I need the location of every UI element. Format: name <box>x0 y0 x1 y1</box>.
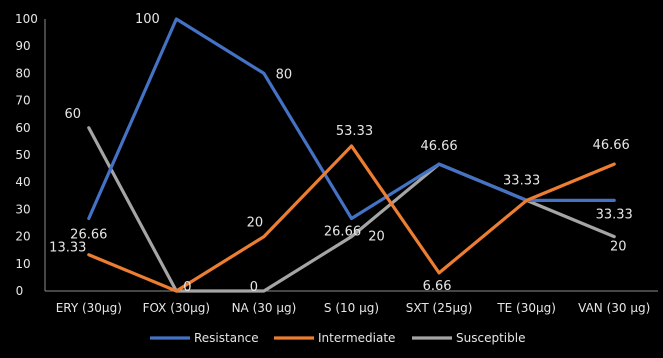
data-label-resistance: 26.66 <box>324 224 361 239</box>
y-tick-label: 60 <box>15 121 30 135</box>
data-label-resistance: 26.66 <box>70 227 107 242</box>
x-tick-label: FOX (30µg) <box>143 301 211 315</box>
y-tick-label: 20 <box>15 230 30 244</box>
data-label-resistance: 100 <box>135 12 160 27</box>
x-tick-label: S (10 µg) <box>324 301 379 315</box>
data-labels: 26.66 100 80 26.66 33.33 13.33 0 20 53.33 6.66 33.… <box>49 12 633 295</box>
series-line-intermediate <box>87 144 616 293</box>
data-label-susceptible: 60 <box>65 107 82 122</box>
x-tick-label: NA (30 µg) <box>232 301 297 315</box>
y-tick-label: 80 <box>15 66 30 80</box>
data-label-intermediate: 0 <box>183 280 191 295</box>
series-line-susceptible <box>87 126 616 293</box>
x-tick-label: VAN (30 µg) <box>578 301 650 315</box>
data-label-intermediate: 13.33 <box>49 241 86 256</box>
data-label-susceptible: 20 <box>610 240 627 255</box>
y-tick-label: 100 <box>15 12 38 26</box>
x-tick-label: SXT (25µg) <box>406 301 473 315</box>
data-label-intermediate: 46.66 <box>593 138 630 153</box>
data-label-intermediate: 33.33 <box>503 173 540 188</box>
y-tick-label: 50 <box>15 148 30 162</box>
y-tick-label: 90 <box>15 39 30 53</box>
legend-label-intermediate: Intermediate <box>318 331 395 345</box>
data-label-susceptible: 0 <box>250 280 258 295</box>
data-label-intermediate: 20 <box>247 216 264 231</box>
x-tick-label: TE (30µg) <box>496 301 556 315</box>
data-label-susceptible: 20 <box>368 230 385 245</box>
data-label-intermediate: 53.33 <box>336 124 373 139</box>
data-label-resistance: 80 <box>276 67 293 82</box>
legend: Resistance Intermediate Susceptible <box>150 331 525 345</box>
data-label-intermediate: 6.66 <box>423 279 452 294</box>
legend-label-susceptible: Susceptible <box>456 331 525 345</box>
series-lines <box>87 17 616 293</box>
y-tick-label: 10 <box>15 257 30 271</box>
y-tick-label: 0 <box>16 284 24 298</box>
x-tick-label: ERY (30µg) <box>56 301 122 315</box>
series-line-resistance <box>87 17 616 221</box>
data-label-resistance: 33.33 <box>596 207 633 222</box>
y-tick-label: 30 <box>15 202 30 216</box>
y-tick-label: 70 <box>15 94 30 108</box>
axes: 0 10 20 30 40 50 60 70 80 90 100 ERY (30µg) FOX (30µ… <box>15 12 658 315</box>
y-tick-label: 40 <box>15 175 30 189</box>
data-label-susceptible: 46.66 <box>420 139 457 154</box>
legend-label-resistance: Resistance <box>194 331 259 345</box>
